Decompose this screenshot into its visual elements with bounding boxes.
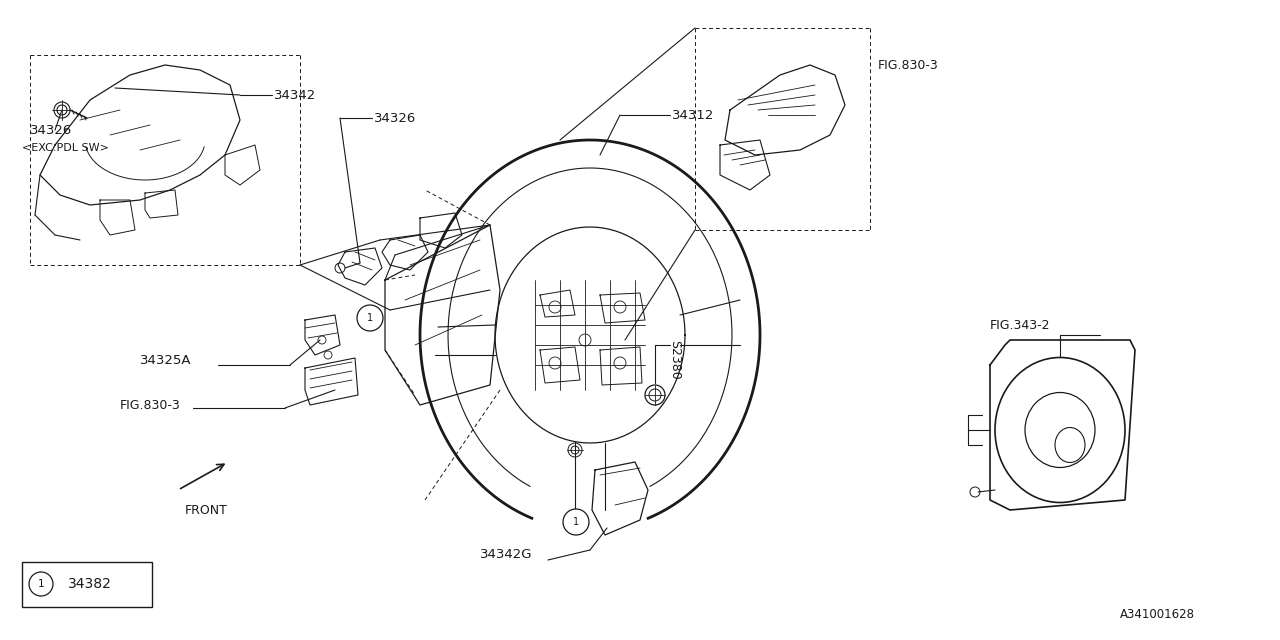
Text: 1: 1	[367, 313, 372, 323]
Text: A341001628: A341001628	[1120, 609, 1196, 621]
Text: 34325A: 34325A	[140, 353, 192, 367]
Text: FIG.830-3: FIG.830-3	[878, 58, 938, 72]
Text: 34312: 34312	[672, 109, 714, 122]
Circle shape	[563, 509, 589, 535]
Text: 1: 1	[573, 517, 579, 527]
Text: FIG.343-2: FIG.343-2	[989, 319, 1051, 332]
Text: 34342: 34342	[274, 88, 316, 102]
Text: <EXC.PDL SW>: <EXC.PDL SW>	[22, 143, 109, 153]
Circle shape	[29, 572, 52, 596]
FancyBboxPatch shape	[22, 562, 152, 607]
Circle shape	[357, 305, 383, 331]
Text: S2380: S2380	[668, 340, 681, 380]
Text: 34326: 34326	[374, 111, 416, 125]
Text: 34342G: 34342G	[480, 548, 532, 561]
Text: FRONT: FRONT	[186, 504, 228, 516]
Text: 34382: 34382	[68, 577, 111, 591]
Text: 1: 1	[37, 579, 45, 589]
Text: FIG.830-3: FIG.830-3	[120, 399, 180, 412]
Text: 34326: 34326	[29, 124, 72, 136]
